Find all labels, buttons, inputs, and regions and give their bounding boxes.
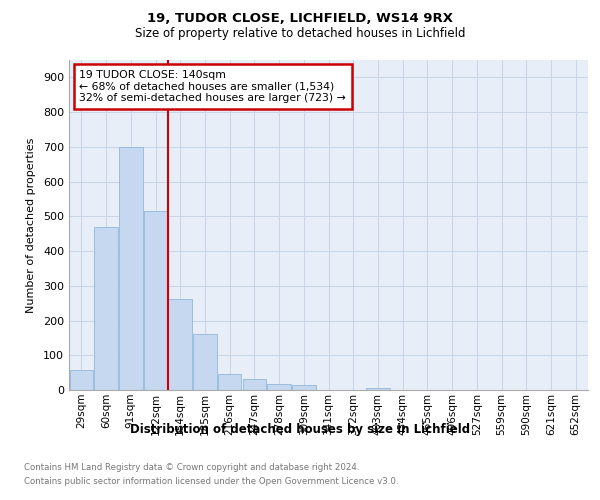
Text: Contains HM Land Registry data © Crown copyright and database right 2024.: Contains HM Land Registry data © Crown c…	[24, 462, 359, 471]
Text: Contains public sector information licensed under the Open Government Licence v3: Contains public sector information licen…	[24, 478, 398, 486]
Text: Distribution of detached houses by size in Lichfield: Distribution of detached houses by size …	[130, 422, 470, 436]
Y-axis label: Number of detached properties: Number of detached properties	[26, 138, 36, 312]
Text: Size of property relative to detached houses in Lichfield: Size of property relative to detached ho…	[135, 28, 465, 40]
Bar	[292, 385, 316, 390]
Bar	[218, 374, 241, 390]
Bar	[70, 370, 93, 390]
Bar	[119, 147, 143, 390]
Bar	[144, 211, 167, 390]
Bar	[242, 379, 266, 390]
Bar	[94, 228, 118, 390]
Bar	[169, 298, 192, 390]
Bar	[268, 384, 291, 390]
Text: 19 TUDOR CLOSE: 140sqm
← 68% of detached houses are smaller (1,534)
32% of semi-: 19 TUDOR CLOSE: 140sqm ← 68% of detached…	[79, 70, 346, 103]
Bar	[366, 388, 389, 390]
Bar	[193, 334, 217, 390]
Text: 19, TUDOR CLOSE, LICHFIELD, WS14 9RX: 19, TUDOR CLOSE, LICHFIELD, WS14 9RX	[147, 12, 453, 26]
